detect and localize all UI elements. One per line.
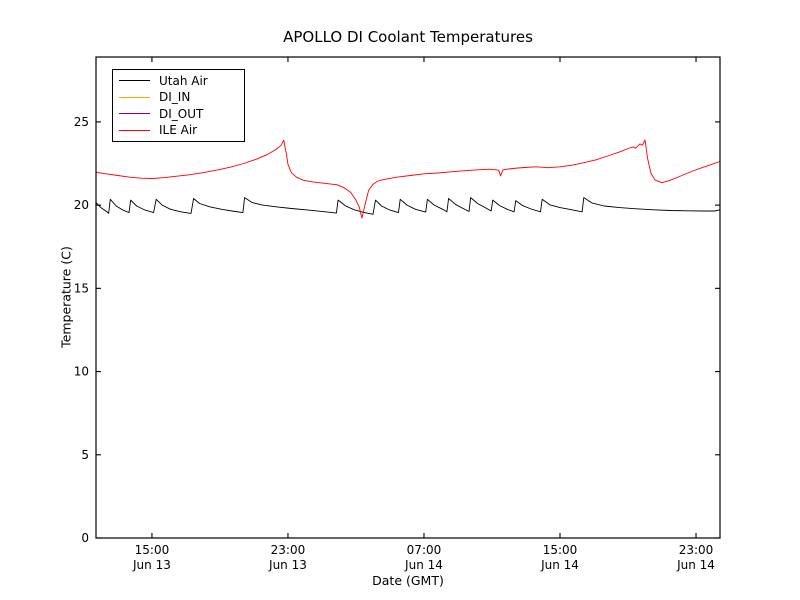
legend-item-utah-air: Utah Air xyxy=(119,73,238,89)
series-line-utah-air xyxy=(95,197,721,215)
x-tick-label-time: 07:00 xyxy=(407,543,442,557)
series-line-ile-air xyxy=(95,139,721,219)
axes-frame xyxy=(95,56,721,539)
y-tick-label: 10 xyxy=(74,365,89,379)
di-out-line-swatch xyxy=(119,113,150,115)
legend-item-di-in: DI_IN xyxy=(119,89,238,105)
chart-title: APOLLO DI Coolant Temperatures xyxy=(283,28,533,46)
y-tick-label: 20 xyxy=(74,198,89,212)
y-axis-label: Temperature (C) xyxy=(58,246,74,348)
ile-air-line-swatch xyxy=(119,129,150,131)
di-in-line-swatch xyxy=(119,96,150,98)
x-tick-label-time: 23:00 xyxy=(271,543,306,557)
legend-box: Utah Air DI_IN DI_OUT ILE Air xyxy=(112,69,245,142)
ticks-group xyxy=(96,57,720,539)
x-tick-label-time: 15:00 xyxy=(135,543,170,557)
series-group xyxy=(95,139,721,219)
x-tick-label-date: Jun 14 xyxy=(404,558,443,572)
legend-label: DI_IN xyxy=(159,90,191,105)
legend-label: Utah Air xyxy=(159,73,208,88)
legend-item-di-out: DI_OUT xyxy=(119,106,238,122)
x-tick-label-time: 15:00 xyxy=(543,543,578,557)
y-tick-label: 15 xyxy=(74,281,89,295)
legend-item-ile-air: ILE Air xyxy=(119,122,238,138)
x-axis-label: Date (GMT) xyxy=(372,573,444,588)
legend-label: ILE Air xyxy=(159,123,198,138)
x-tick-label-time: 23:00 xyxy=(679,543,714,557)
x-tick-label-date: Jun 13 xyxy=(268,558,307,572)
y-tick-label: 5 xyxy=(81,448,89,462)
x-tick-label-date: Jun 14 xyxy=(676,558,715,572)
y-tick-label: 0 xyxy=(81,531,89,545)
legend-label: DI_OUT xyxy=(159,106,204,121)
x-tick-label-date: Jun 14 xyxy=(540,558,579,572)
y-tick-label: 25 xyxy=(74,115,89,129)
utah-air-line-swatch xyxy=(119,80,150,82)
x-tick-label-date: Jun 13 xyxy=(132,558,171,572)
